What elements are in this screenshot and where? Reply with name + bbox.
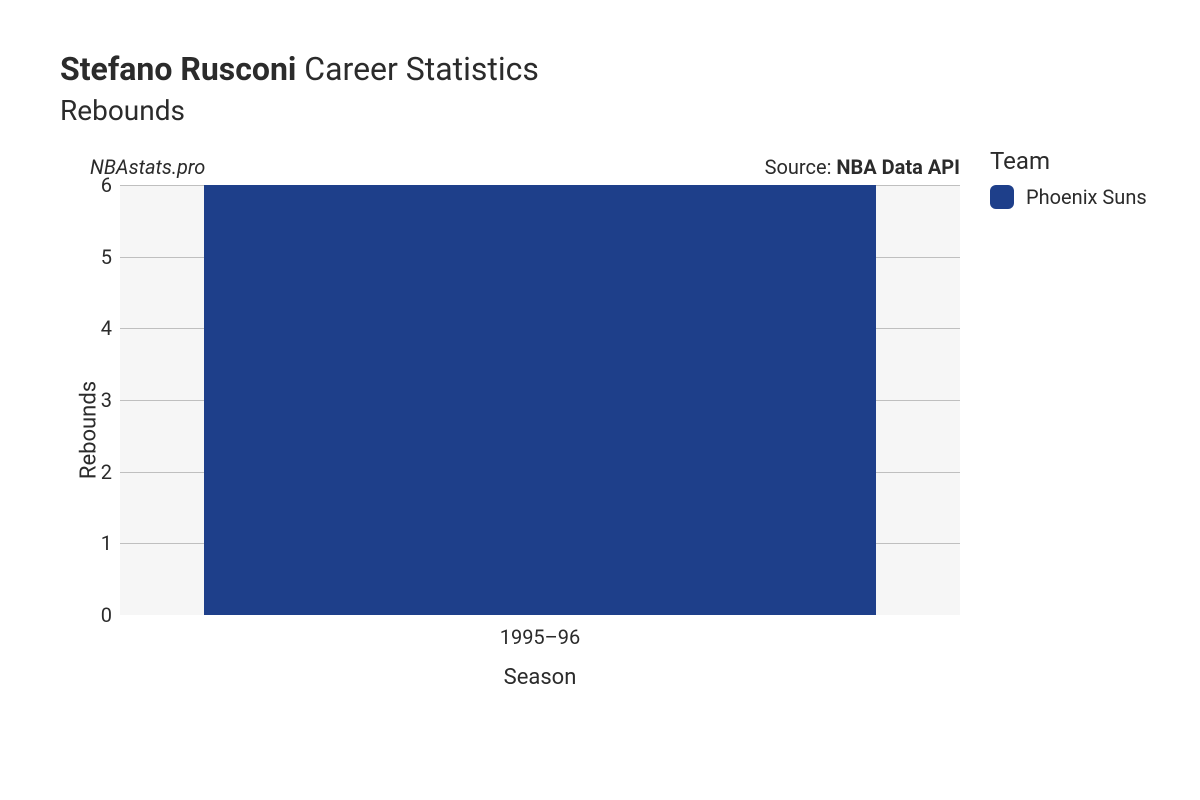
bar	[204, 185, 876, 615]
source-name: NBA Data API	[836, 155, 960, 179]
source-label: Source:	[765, 155, 837, 179]
y-tick-label: 0	[101, 603, 112, 627]
y-tick-label: 6	[101, 173, 112, 197]
legend-item-label: Phoenix Suns	[1026, 185, 1147, 209]
meta-row: NBAstats.pro Source: NBA Data API	[90, 155, 960, 179]
chart-area: Rebounds 0123456 Season Team Phoenix Sun…	[90, 185, 1170, 675]
page-subtitle: Rebounds	[60, 94, 1170, 127]
y-tick-label: 2	[101, 460, 112, 484]
y-tick-label: 5	[101, 245, 112, 269]
y-tick-label: 4	[101, 316, 112, 340]
x-tick-label: 1995–96	[500, 625, 581, 649]
legend-item: Phoenix Suns	[990, 185, 1147, 209]
y-tick-label: 1	[101, 531, 112, 555]
legend-swatch	[990, 185, 1014, 209]
plot-region: 0123456	[120, 185, 960, 615]
y-tick-label: 3	[101, 388, 112, 412]
legend-title: Team	[990, 147, 1147, 175]
source-credit: Source: NBA Data API	[765, 155, 960, 179]
player-name: Stefano Rusconi	[60, 50, 296, 88]
title-suffix: Career Statistics	[304, 50, 539, 88]
x-axis-label: Season	[120, 665, 960, 690]
chart-container: Stefano Rusconi Career Statistics Reboun…	[0, 0, 1200, 800]
y-axis-label: Rebounds	[77, 381, 102, 479]
page-title: Stefano Rusconi Career Statistics	[60, 50, 1170, 88]
legend: Team Phoenix Suns	[990, 147, 1147, 209]
